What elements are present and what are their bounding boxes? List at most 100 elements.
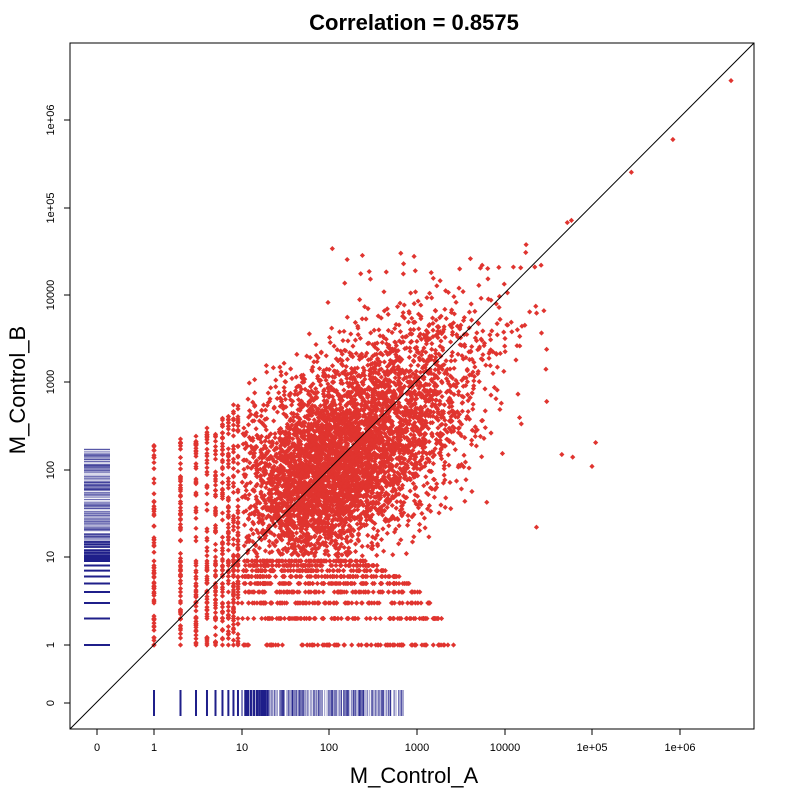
data-point [295, 505, 301, 511]
data-point [472, 433, 478, 439]
data-point [356, 446, 362, 452]
data-point [394, 455, 400, 462]
data-point [374, 437, 380, 443]
data-point [273, 505, 280, 511]
data-point [402, 334, 408, 340]
data-point [420, 423, 426, 430]
data-point [437, 449, 443, 456]
data-point [331, 399, 337, 405]
data-point [465, 392, 471, 398]
data-point [324, 524, 331, 530]
data-point [296, 464, 303, 470]
data-point [449, 307, 455, 313]
data-point [483, 362, 489, 368]
data-point [313, 411, 319, 417]
data-point [393, 526, 399, 532]
data-point [332, 481, 338, 488]
data-point [245, 515, 252, 521]
data-point [371, 404, 377, 411]
data-point [448, 414, 454, 420]
data-point [332, 538, 338, 544]
data-point [295, 511, 301, 518]
data-point [258, 483, 264, 489]
data-point [376, 390, 382, 396]
data-point [460, 383, 466, 389]
data-point [470, 369, 476, 375]
data-point [314, 474, 320, 480]
data-point [319, 449, 325, 455]
data-point [522, 322, 528, 328]
data-point [344, 314, 350, 320]
data-point [289, 375, 295, 382]
data-point [449, 329, 456, 335]
data-point [459, 393, 465, 399]
data-point [339, 488, 345, 494]
data-point [378, 366, 384, 372]
data-point [334, 494, 340, 500]
data-point [455, 430, 462, 436]
data-point [393, 321, 399, 328]
data-point [327, 384, 333, 391]
data-point [514, 327, 520, 333]
data-point [425, 356, 432, 362]
data-point [315, 442, 321, 448]
data-point [312, 503, 319, 509]
data-point [377, 333, 383, 339]
data-point [274, 440, 280, 446]
data-point [368, 422, 374, 428]
data-point [367, 441, 373, 447]
data-point [285, 540, 291, 547]
data-point [436, 401, 442, 408]
data-point [355, 448, 361, 455]
data-point [356, 483, 362, 489]
data-point [416, 418, 422, 425]
data-point [358, 511, 364, 517]
data-point [518, 265, 524, 271]
data-point [397, 437, 404, 443]
data-point [392, 375, 398, 381]
data-point [376, 426, 383, 432]
data-point [438, 422, 444, 428]
data-point [308, 443, 314, 449]
data-point [270, 540, 276, 547]
data-point [385, 372, 391, 378]
data-point [446, 425, 452, 431]
data-point [373, 408, 379, 415]
data-point [284, 516, 290, 522]
data-point [429, 346, 435, 352]
data-point [298, 508, 304, 515]
data-point [290, 533, 296, 539]
data-point [287, 390, 294, 396]
data-point [377, 359, 383, 365]
data-point [363, 522, 370, 528]
data-point [438, 313, 444, 319]
data-point [312, 433, 318, 439]
data-point [425, 407, 431, 413]
data-point [311, 435, 317, 442]
data-point [328, 403, 335, 409]
data-point [405, 379, 411, 385]
data-point [379, 339, 385, 346]
data-point [401, 510, 407, 516]
data-point [466, 465, 472, 471]
data-point [285, 459, 291, 465]
data-point [269, 491, 275, 497]
data-point [347, 375, 353, 381]
data-point [348, 493, 355, 499]
data-point [462, 498, 468, 504]
data-point [387, 350, 393, 357]
data-point [383, 401, 389, 408]
data-point [351, 414, 358, 420]
data-point [343, 515, 349, 521]
data-point [364, 419, 370, 425]
data-point [377, 505, 383, 511]
data-point [459, 377, 465, 383]
data-point [241, 543, 247, 549]
data-point [366, 268, 372, 275]
data-point [473, 338, 480, 344]
data-point [384, 455, 390, 461]
data-point [504, 322, 510, 328]
data-point [435, 367, 441, 373]
data-point [440, 431, 446, 438]
data-point [300, 543, 307, 550]
